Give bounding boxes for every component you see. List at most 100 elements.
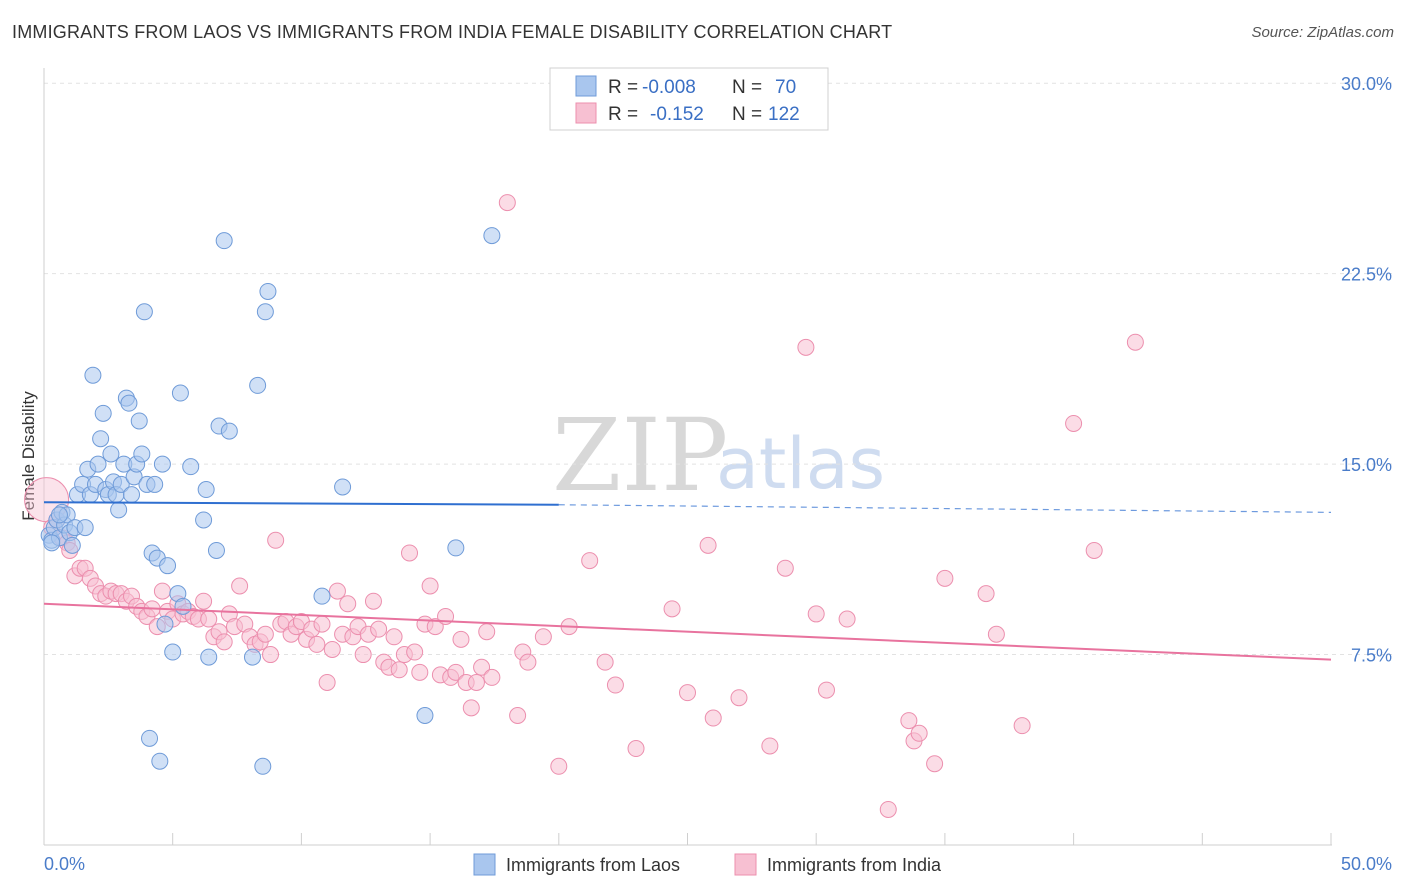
- india-point: [704, 709, 722, 727]
- legend-swatch-laos[interactable]: [473, 853, 496, 876]
- stats-swatch-laos: [575, 75, 597, 97]
- laos-point: [182, 458, 200, 476]
- laos-point: [133, 445, 151, 463]
- y-tick-label: 7.5%: [1351, 646, 1392, 666]
- india-point: [426, 618, 444, 636]
- y-axis-label: Female Disability: [19, 391, 38, 521]
- laos-point: [84, 366, 102, 384]
- laos-point: [135, 303, 153, 321]
- series-legend: Immigrants from Laos Immigrants from Ind…: [473, 853, 942, 876]
- stats-n-value-laos: 70: [775, 77, 796, 98]
- india-point: [1013, 717, 1031, 735]
- laos-point: [120, 394, 138, 412]
- india-point: [534, 628, 552, 646]
- india-point: [987, 625, 1005, 643]
- stats-r-value-india: -0.152: [650, 104, 704, 125]
- laos-point: [50, 506, 68, 524]
- india-point: [215, 633, 233, 651]
- india-point: [699, 536, 717, 554]
- stats-n-value-india: 122: [768, 104, 800, 125]
- laos-point: [483, 227, 501, 245]
- chart-source: Source: ZipAtlas.com: [1251, 24, 1394, 41]
- laos-point: [254, 757, 272, 775]
- india-point: [1065, 414, 1083, 432]
- laos-point: [447, 539, 465, 557]
- laos-point: [249, 376, 267, 394]
- india-point: [627, 740, 645, 758]
- laos-point: [313, 587, 331, 605]
- india-point: [879, 800, 897, 818]
- india-point: [730, 689, 748, 707]
- laos-point: [94, 404, 112, 422]
- watermark-atlas: atlas: [716, 423, 885, 505]
- india-point: [452, 630, 470, 648]
- india-point: [936, 569, 954, 587]
- laos-point: [197, 481, 215, 499]
- laos-point: [123, 486, 141, 504]
- india-point: [900, 712, 918, 730]
- india-point: [328, 582, 346, 600]
- stats-swatch-india: [575, 102, 597, 124]
- laos-point: [110, 501, 128, 519]
- laos-point: [200, 648, 218, 666]
- laos-point: [334, 478, 352, 496]
- trend-line-india: [43, 602, 1332, 661]
- stats-n-label-laos: N =: [732, 77, 762, 98]
- laos-point: [43, 534, 61, 552]
- laos-point: [243, 648, 261, 666]
- laos-point: [89, 455, 107, 473]
- stats-r-label-india: R =: [608, 104, 638, 125]
- india-point: [596, 653, 614, 671]
- india-point: [200, 610, 218, 628]
- laos-point: [220, 422, 238, 440]
- x-tick-label-min: 0.0%: [44, 854, 85, 874]
- series-india-points: [24, 194, 1144, 818]
- laos-point: [207, 541, 225, 559]
- legend-swatch-india[interactable]: [734, 853, 757, 876]
- india-point: [483, 668, 501, 686]
- india-point: [421, 577, 439, 595]
- india-point: [313, 615, 331, 633]
- india-point: [663, 600, 681, 618]
- laos-point: [153, 455, 171, 473]
- stats-legend: R = -0.008 N = 70 R = -0.152 N = 122: [549, 67, 829, 131]
- laos-point: [102, 445, 120, 463]
- india-point: [550, 757, 568, 775]
- india-point: [478, 623, 496, 641]
- india-point: [519, 653, 537, 671]
- watermark-zip: ZIP: [552, 397, 728, 514]
- india-point: [926, 755, 944, 773]
- india-point: [390, 661, 408, 679]
- india-point: [411, 663, 429, 681]
- laos-point: [174, 597, 192, 615]
- india-point: [339, 595, 357, 613]
- india-point: [318, 673, 336, 691]
- y-tick-label: 22.5%: [1341, 265, 1392, 285]
- india-point: [910, 724, 928, 742]
- series-laos-points: [40, 227, 501, 775]
- india-point: [462, 699, 480, 717]
- laos-point: [195, 511, 213, 529]
- laos-point: [259, 282, 277, 300]
- laos-point: [76, 519, 94, 537]
- india-point: [509, 707, 527, 724]
- x-tick-label-max: 50.0%: [1341, 854, 1392, 874]
- stats-r-value-laos: -0.008: [642, 77, 696, 98]
- india-point: [467, 673, 485, 691]
- trend-line-laos-extension: [558, 504, 1332, 513]
- india-point: [606, 676, 624, 694]
- india-point: [838, 610, 856, 628]
- india-point: [807, 605, 825, 623]
- trend-line-laos: [43, 501, 559, 506]
- trend-lines: [43, 501, 1332, 661]
- india-point: [153, 582, 171, 600]
- india-point: [308, 635, 326, 653]
- laos-point: [112, 475, 130, 493]
- india-point: [262, 646, 280, 664]
- legend-label-laos[interactable]: Immigrants from Laos: [506, 855, 680, 875]
- india-point: [581, 552, 599, 570]
- laos-point: [159, 557, 177, 575]
- legend-label-india[interactable]: Immigrants from India: [767, 855, 942, 875]
- india-point: [498, 194, 516, 212]
